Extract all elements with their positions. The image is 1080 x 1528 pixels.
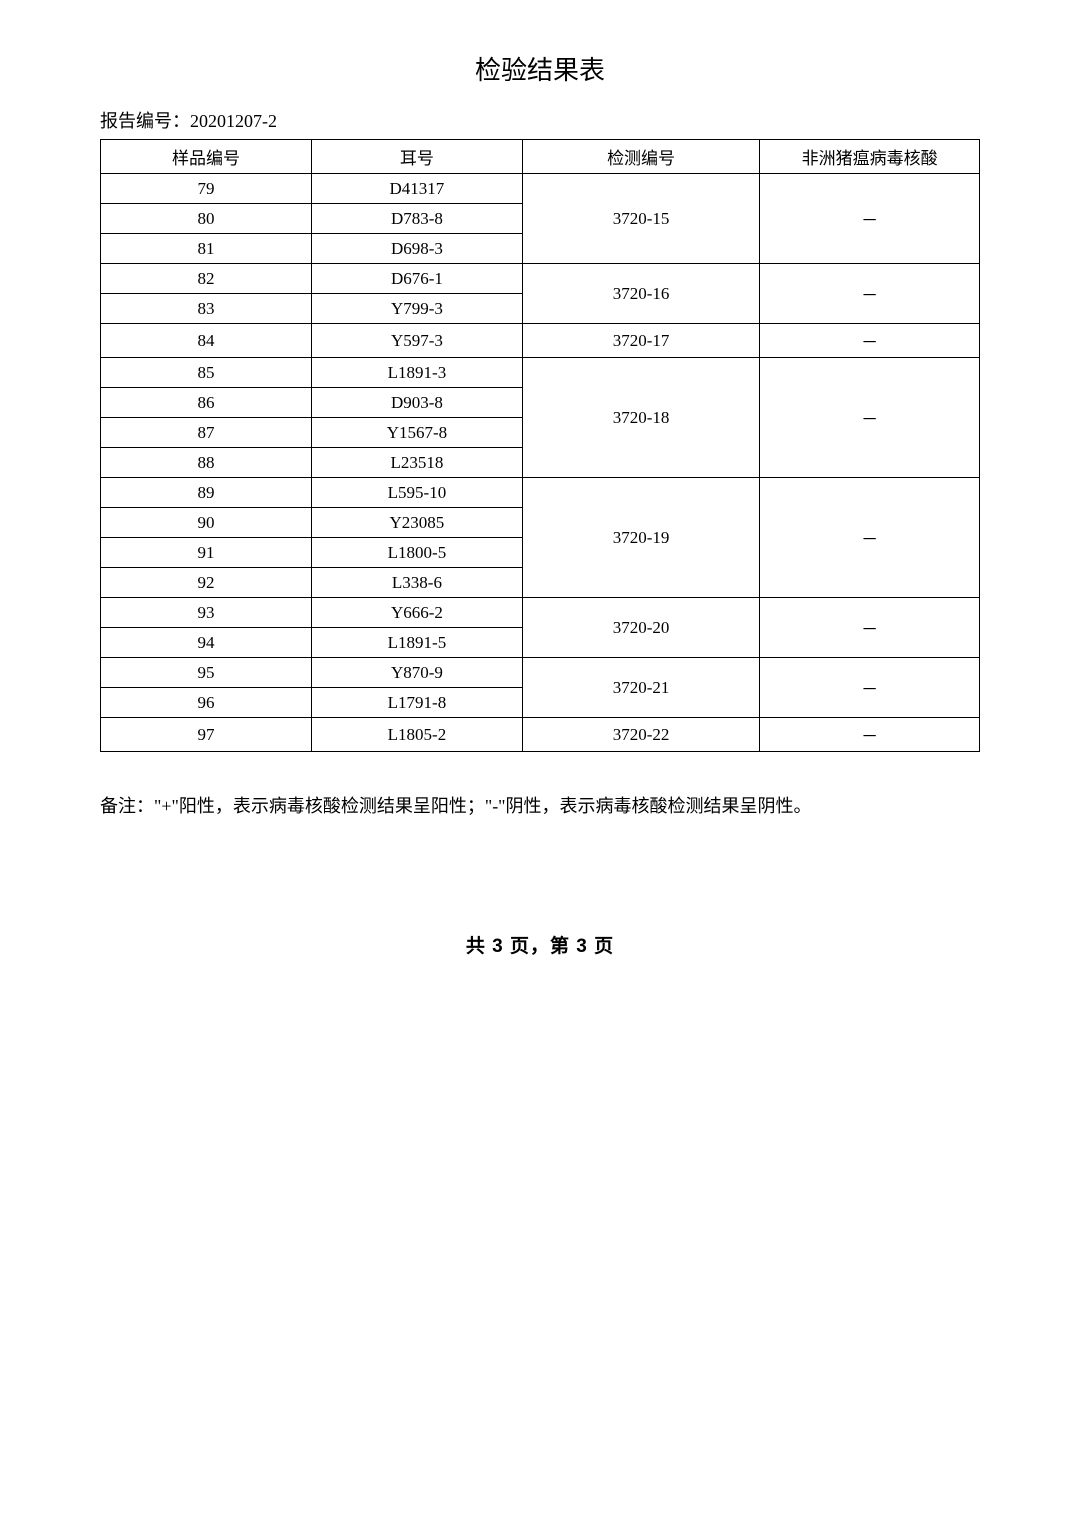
cell-sample-id: 88	[101, 448, 312, 478]
table-row: 89L595-103720-19－	[101, 478, 980, 508]
cell-result: －	[760, 264, 980, 324]
cell-ear-id: Y597-3	[311, 324, 522, 358]
cell-ear-id: Y1567-8	[311, 418, 522, 448]
cell-ear-id: D903-8	[311, 388, 522, 418]
cell-ear-id: L1891-3	[311, 358, 522, 388]
header-test-id: 检测编号	[522, 140, 759, 174]
cell-test-id: 3720-22	[522, 718, 759, 752]
table-row: 97L1805-23720-22－	[101, 718, 980, 752]
cell-sample-id: 85	[101, 358, 312, 388]
cell-sample-id: 83	[101, 294, 312, 324]
cell-ear-id: D41317	[311, 174, 522, 204]
cell-ear-id: D783-8	[311, 204, 522, 234]
cell-sample-id: 89	[101, 478, 312, 508]
table-row: 84Y597-33720-17－	[101, 324, 980, 358]
cell-ear-id: D698-3	[311, 234, 522, 264]
cell-ear-id: Y23085	[311, 508, 522, 538]
cell-ear-id: Y799-3	[311, 294, 522, 324]
cell-sample-id: 81	[101, 234, 312, 264]
cell-ear-id: Y870-9	[311, 658, 522, 688]
cell-test-id: 3720-16	[522, 264, 759, 324]
cell-sample-id: 94	[101, 628, 312, 658]
cell-ear-id: L338-6	[311, 568, 522, 598]
table-header-row: 样品编号 耳号 检测编号 非洲猪瘟病毒核酸	[101, 140, 980, 174]
cell-ear-id: L23518	[311, 448, 522, 478]
report-number: 报告编号：20201207-2	[100, 107, 980, 133]
cell-sample-id: 91	[101, 538, 312, 568]
page-title: 检验结果表	[100, 50, 980, 87]
cell-sample-id: 87	[101, 418, 312, 448]
cell-sample-id: 95	[101, 658, 312, 688]
cell-ear-id: L1805-2	[311, 718, 522, 752]
pagination: 共 3 页，第 3 页	[100, 931, 980, 958]
results-table: 样品编号 耳号 检测编号 非洲猪瘟病毒核酸 79D413173720-15－80…	[100, 139, 980, 752]
cell-result: －	[760, 658, 980, 718]
cell-result: －	[760, 718, 980, 752]
cell-sample-id: 92	[101, 568, 312, 598]
header-result: 非洲猪瘟病毒核酸	[760, 140, 980, 174]
header-sample-id: 样品编号	[101, 140, 312, 174]
table-row: 85L1891-33720-18－	[101, 358, 980, 388]
note-text: 备注："+"阳性，表示病毒核酸检测结果呈阳性；"-"阴性，表示病毒核酸检测结果呈…	[100, 792, 980, 821]
cell-test-id: 3720-18	[522, 358, 759, 478]
cell-result: －	[760, 324, 980, 358]
cell-sample-id: 82	[101, 264, 312, 294]
cell-result: －	[760, 174, 980, 264]
cell-ear-id: L1800-5	[311, 538, 522, 568]
header-ear-id: 耳号	[311, 140, 522, 174]
table-row: 79D413173720-15－	[101, 174, 980, 204]
cell-result: －	[760, 598, 980, 658]
cell-sample-id: 97	[101, 718, 312, 752]
cell-test-id: 3720-21	[522, 658, 759, 718]
cell-ear-id: L1791-8	[311, 688, 522, 718]
cell-sample-id: 86	[101, 388, 312, 418]
cell-test-id: 3720-15	[522, 174, 759, 264]
report-number-value: 20201207-2	[190, 111, 277, 131]
table-row: 93Y666-23720-20－	[101, 598, 980, 628]
cell-sample-id: 80	[101, 204, 312, 234]
cell-test-id: 3720-20	[522, 598, 759, 658]
cell-result: －	[760, 358, 980, 478]
cell-test-id: 3720-17	[522, 324, 759, 358]
cell-sample-id: 96	[101, 688, 312, 718]
cell-sample-id: 90	[101, 508, 312, 538]
cell-ear-id: L595-10	[311, 478, 522, 508]
table-row: 95Y870-93720-21－	[101, 658, 980, 688]
cell-result: －	[760, 478, 980, 598]
report-number-label: 报告编号：	[100, 111, 190, 131]
cell-ear-id: Y666-2	[311, 598, 522, 628]
cell-sample-id: 84	[101, 324, 312, 358]
cell-ear-id: D676-1	[311, 264, 522, 294]
cell-sample-id: 79	[101, 174, 312, 204]
cell-sample-id: 93	[101, 598, 312, 628]
cell-ear-id: L1891-5	[311, 628, 522, 658]
cell-test-id: 3720-19	[522, 478, 759, 598]
table-row: 82D676-13720-16－	[101, 264, 980, 294]
